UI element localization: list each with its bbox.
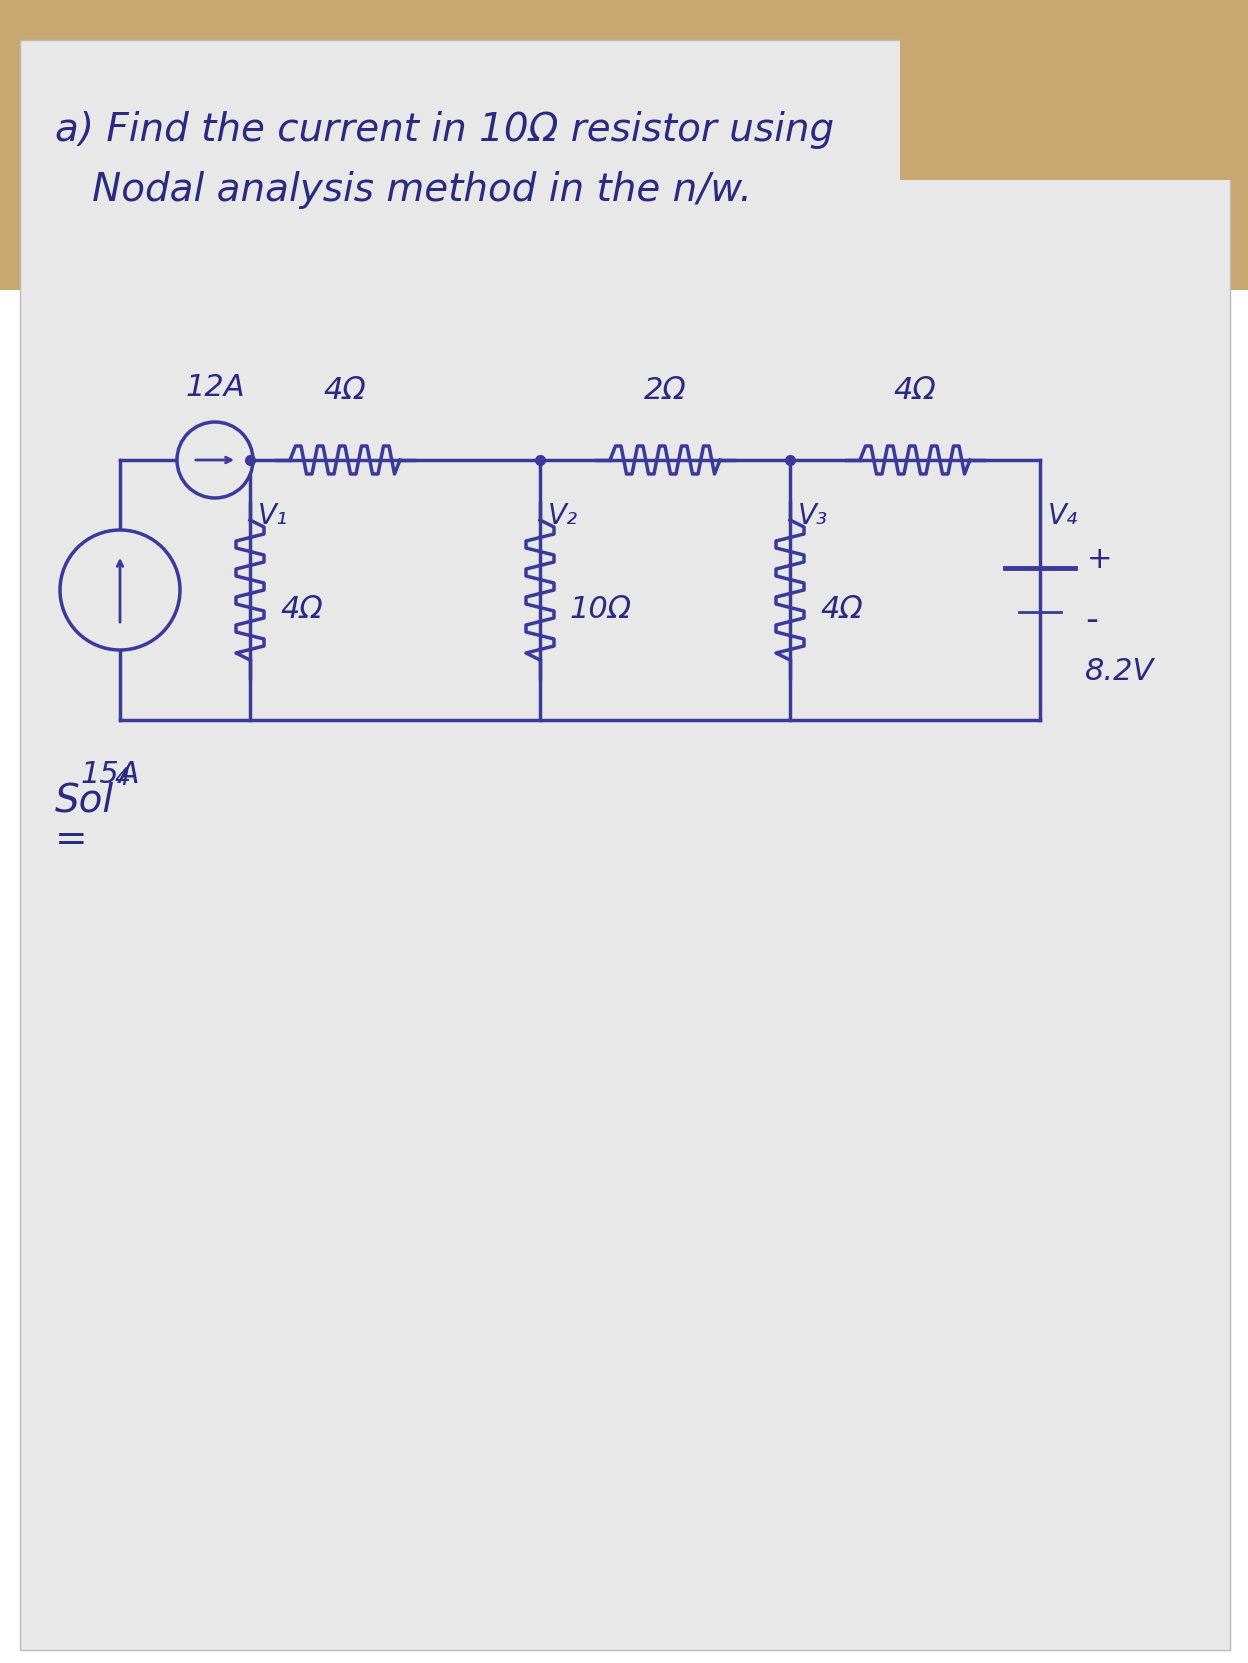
Text: V₄: V₄ [1048,502,1078,530]
Text: 2Ω: 2Ω [644,376,686,406]
Text: 8.2V: 8.2V [1085,657,1154,687]
FancyBboxPatch shape [20,40,1231,1650]
Text: =: = [55,822,87,860]
Text: 4Ω: 4Ω [323,376,367,406]
Text: 12A: 12A [185,373,245,402]
FancyBboxPatch shape [0,0,1248,289]
Text: a) Find the current in 10Ω resistor using: a) Find the current in 10Ω resistor usin… [55,111,834,150]
Text: 4: 4 [115,767,131,790]
Text: Nodal analysis method in the n/w.: Nodal analysis method in the n/w. [55,171,753,210]
Text: Sol: Sol [55,782,114,818]
Text: 4Ω: 4Ω [894,376,936,406]
Circle shape [177,422,253,497]
Text: 10Ω: 10Ω [570,595,631,625]
Text: 4Ω: 4Ω [820,595,862,625]
Text: -: - [1085,604,1098,637]
Text: V₁: V₁ [258,502,288,530]
Text: 15A: 15A [80,760,140,788]
Circle shape [60,530,180,650]
FancyBboxPatch shape [900,0,1248,180]
Text: V₃: V₃ [797,502,829,530]
Text: 4Ω: 4Ω [280,595,323,625]
Text: +: + [1087,545,1113,574]
Text: V₂: V₂ [548,502,578,530]
